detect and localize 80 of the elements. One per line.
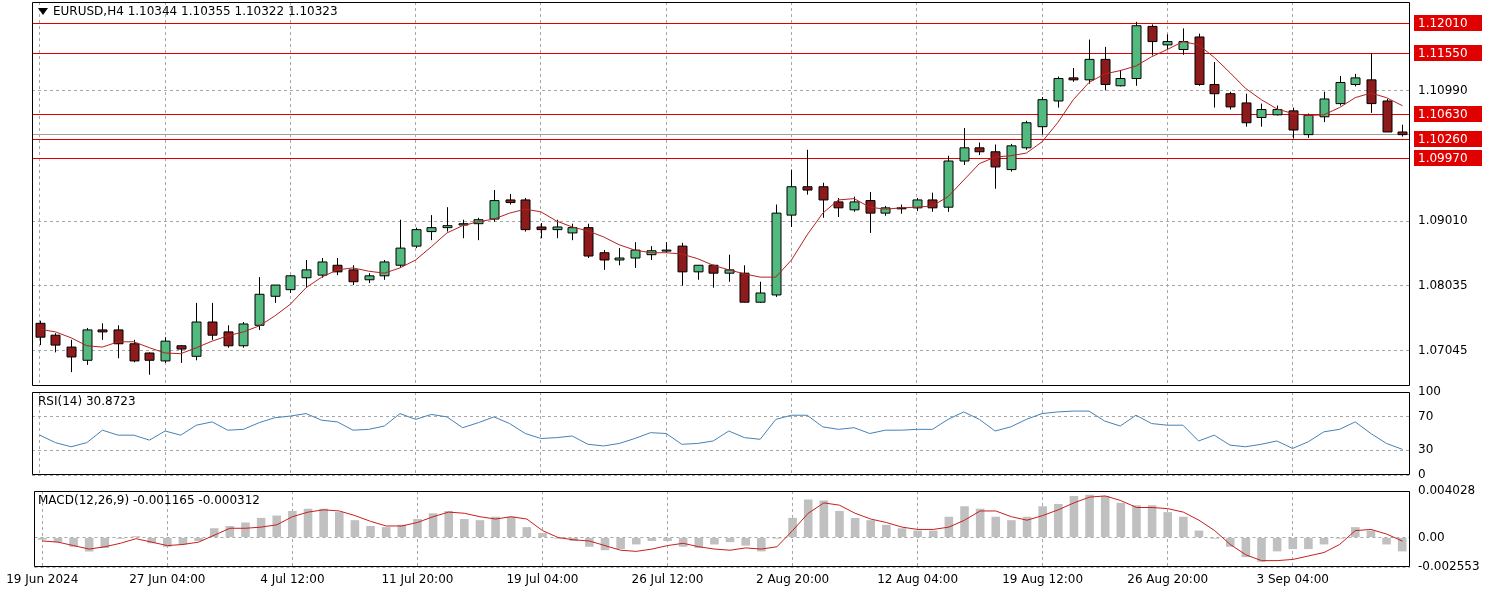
x-tick-label: 27 Jun 04:00 [129,572,206,587]
bar [1304,538,1313,550]
bar [1007,520,1016,538]
bar [647,538,657,541]
bar [1132,505,1141,538]
y-tick-label: 1.09010 [1418,213,1468,228]
bar [272,515,282,538]
bar [1382,538,1391,545]
bar [960,506,969,538]
bar [866,520,876,538]
bar [1163,512,1173,538]
ref-line-label: 1.09970 [1418,150,1468,165]
bar [491,516,500,538]
bar [241,522,250,538]
bar [1069,495,1079,538]
bar [1085,494,1094,538]
x-tick-label: 19 Aug 12:00 [1002,572,1084,587]
ref-line-label: 1.12010 [1418,15,1468,30]
bar [631,538,641,545]
bar [1054,504,1063,538]
bar [850,517,860,538]
bar [366,525,375,538]
bar [1288,538,1298,550]
chart-title: RSI(14) 30.8723 [38,394,136,408]
bar [522,527,532,538]
y-tick-label: 1.08035 [1418,277,1468,292]
x-tick-label: 12 Aug 04:00 [877,572,959,587]
y-tick-label: 30 [1418,442,1434,457]
ref-line-label: 1.10630 [1418,106,1468,121]
chart-title: MACD(12,26,9) -0.001165 -0.000312 [38,493,260,507]
bar [928,530,938,538]
bar [1179,516,1188,538]
bar [444,510,453,538]
bar [319,508,328,538]
y-tick-label: 1.10990 [1418,82,1468,97]
bar [1100,495,1110,538]
bar [803,499,813,538]
y-tick-label: 0 [1418,467,1426,482]
bar [616,538,625,550]
x-tick-label: 19 Jun 2024 [6,572,79,587]
bar [710,538,719,545]
bar [835,510,844,538]
bar [381,527,391,538]
bar [913,530,922,538]
bar [460,519,469,538]
y-tick-label: 1.07045 [1418,342,1468,357]
bar [1038,506,1047,538]
chart-title: EURUSD,H4 1.10344 1.10355 1.10322 1.10323 [53,4,338,18]
x-tick-label: 11 Jul 20:00 [381,572,454,587]
x-tick-label: 26 Jul 12:00 [631,572,704,587]
x-tick-label: 26 Aug 20:00 [1127,572,1209,587]
bar [1272,538,1282,552]
bar [1257,538,1266,562]
bar [288,510,297,538]
bar [538,532,547,538]
bar [334,512,344,538]
bar [882,524,891,538]
x-tick-label: 19 Jul 04:00 [506,572,579,587]
y-tick-label: 100 [1418,384,1441,399]
bar [475,520,485,538]
x-tick-label: 2 Aug 20:00 [755,572,830,587]
bar [1147,505,1157,538]
bar [663,538,672,541]
x-tick-label: 3 Sep 04:00 [1256,572,1329,587]
y-tick-label: 0.004028 [1418,483,1476,498]
bar [725,538,735,543]
ref-line-label: 1.11550 [1418,45,1468,60]
bar [1116,502,1126,538]
bar [991,516,1001,538]
bar [506,516,516,538]
bar [194,538,203,541]
y-tick-label: 70 [1418,409,1434,424]
y-tick-label: 0.00 [1418,529,1445,544]
x-tick-label: 4 Jul 12:00 [260,572,325,587]
bar [350,520,360,538]
y-tick-label: -0.002553 [1418,559,1480,574]
bar [897,528,907,538]
ref-line-label: 1.10260 [1418,131,1468,146]
bar [741,538,750,546]
bar [413,519,422,538]
